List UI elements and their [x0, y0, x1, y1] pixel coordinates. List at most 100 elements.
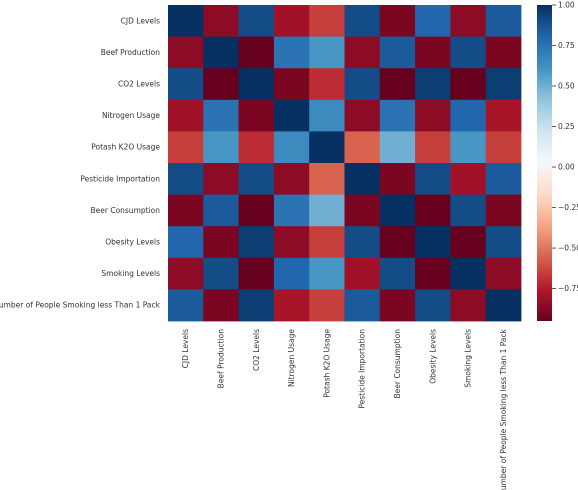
heatmap-cell [450, 36, 487, 69]
heatmap-cell [203, 194, 239, 227]
row-label: Pesticide Importation [80, 174, 160, 183]
colorbar-tick-label: −0.25 [558, 203, 578, 212]
row-label: Nitrogen Usage [102, 111, 160, 120]
heatmap-cells [168, 5, 522, 322]
heatmap-cell [168, 5, 204, 37]
heatmap-cell [344, 36, 381, 69]
heatmap-cell [168, 131, 204, 164]
heatmap-cell [450, 289, 487, 322]
heatmap-cell [238, 5, 275, 37]
row-label: Potash K2O Usage [91, 143, 160, 152]
heatmap-cell [379, 226, 416, 259]
row-label: Smoking Levels [101, 269, 160, 278]
heatmap-cell [450, 131, 487, 164]
colorbar-tick-label: 0.50 [558, 82, 575, 91]
heatmap-cell [168, 163, 204, 195]
row-labels: CJD Levels Beef Production CO2 Levels Nitro… [0, 16, 161, 309]
heatmap-cell [168, 226, 204, 259]
column-label: Number of People Smoking less Than 1 Pac… [499, 328, 508, 490]
heatmap-cell [450, 257, 487, 290]
heatmap-cell [238, 131, 275, 164]
heatmap-cell [415, 163, 451, 195]
colorbar-tick-label: −0.50 [558, 244, 578, 253]
heatmap-cell [238, 226, 275, 259]
column-label: CJD Levels [181, 329, 190, 368]
heatmap-cell [168, 194, 204, 227]
heatmap-cell [238, 194, 275, 227]
heatmap-cell [415, 289, 451, 322]
row-label: Number of People Smoking less Than 1 Pac… [0, 301, 161, 310]
heatmap-cell [450, 226, 487, 259]
heatmap-cell [344, 99, 381, 132]
heatmap-cell [273, 5, 310, 37]
heatmap-cell [273, 68, 310, 101]
heatmap-cell [309, 226, 345, 259]
colorbar: 1.00 0.75 0.50 0.25 0.00 −0.25 −0.50 −0.75 [537, 1, 578, 321]
heatmap-cell [309, 194, 345, 227]
heatmap-cell [415, 68, 451, 101]
heatmap-cell [203, 289, 239, 322]
heatmap-cell [485, 289, 522, 322]
heatmap-cell [238, 163, 275, 195]
heatmap-cell [273, 36, 310, 69]
heatmap-cell [168, 289, 204, 322]
heatmap-cell [379, 36, 416, 69]
heatmap-cell [450, 194, 487, 227]
heatmap-cell [415, 226, 451, 259]
heatmap-cell [309, 36, 345, 69]
colorbar-tick-label: 0.75 [558, 41, 575, 50]
heatmap-cell [309, 131, 345, 164]
heatmap-cell [309, 68, 345, 101]
colorbar-tick-label: 0.00 [558, 163, 575, 172]
heatmap-cell [344, 289, 381, 322]
column-labels: CJD Levels Beef Production CO2 Levels Nitro… [181, 328, 508, 490]
heatmap-cell [309, 257, 345, 290]
heatmap-cell [273, 289, 310, 322]
heatmap-cell [203, 99, 239, 132]
heatmap-cell [309, 289, 345, 322]
heatmap-cell [238, 99, 275, 132]
heatmap-cell [450, 99, 487, 132]
colorbar-gradient [537, 5, 552, 321]
heatmap-cell [415, 36, 451, 69]
heatmap-cell [415, 131, 451, 164]
heatmap-cell [344, 5, 381, 37]
heatmap-cell [168, 68, 204, 101]
heatmap-cell [344, 226, 381, 259]
heatmap-cell [485, 257, 522, 290]
heatmap-cell [344, 194, 381, 227]
column-label: CO2 Levels [252, 329, 261, 371]
heatmap-cell [168, 36, 204, 69]
heatmap-cell [450, 5, 487, 37]
heatmap-cell [450, 163, 487, 195]
heatmap-cell [238, 68, 275, 101]
heatmap-cell [344, 257, 381, 290]
heatmap-cell [379, 289, 416, 322]
heatmap-cell [485, 163, 522, 195]
heatmap-cell [273, 131, 310, 164]
heatmap-cell [203, 226, 239, 259]
heatmap-cell [379, 131, 416, 164]
heatmap-cell [485, 131, 522, 164]
column-label: Nitrogen Usage [287, 329, 296, 387]
column-label: Smoking Levels [464, 329, 473, 388]
heatmap-cell [203, 68, 239, 101]
heatmap-cell [379, 5, 416, 37]
heatmap-cell [379, 99, 416, 132]
row-label: Beef Production [101, 48, 161, 57]
heatmap-cell [168, 257, 204, 290]
heatmap-cell [203, 36, 239, 69]
heatmap-cell [273, 194, 310, 227]
heatmap-cell [485, 99, 522, 132]
heatmap-cell [309, 99, 345, 132]
heatmap-cell [203, 257, 239, 290]
row-label: CO2 Levels [118, 80, 160, 89]
column-label: Obesity Levels [428, 329, 437, 384]
colorbar-tick-label: 0.25 [558, 122, 575, 131]
column-label: Beer Consumption [393, 329, 402, 399]
heatmap-cell [309, 5, 345, 37]
row-label: Beer Consumption [90, 206, 160, 215]
heatmap-cell [485, 5, 522, 37]
heatmap-cell [379, 194, 416, 227]
heatmap-cell [379, 163, 416, 195]
